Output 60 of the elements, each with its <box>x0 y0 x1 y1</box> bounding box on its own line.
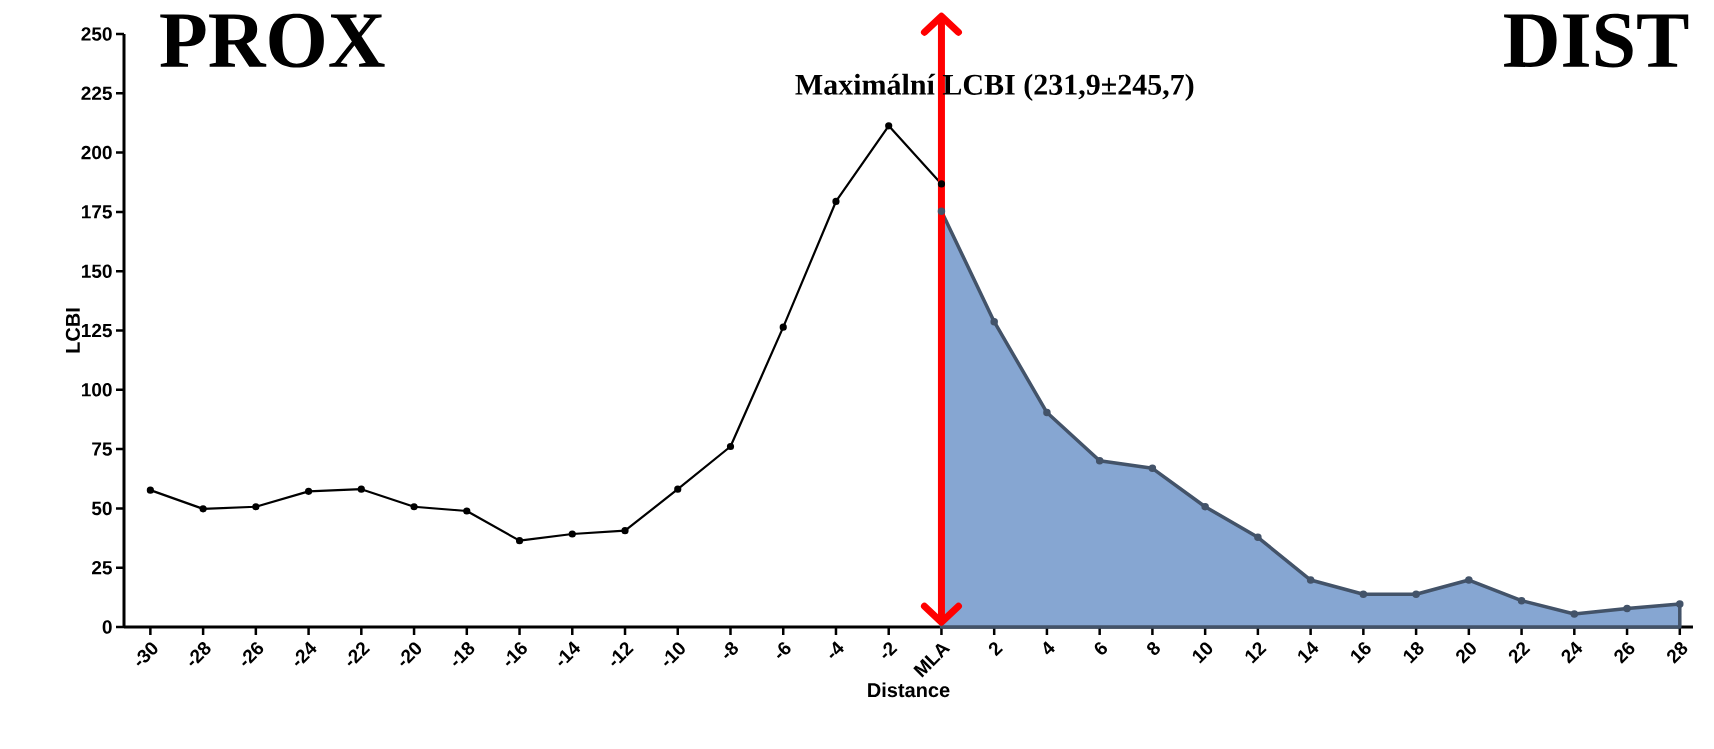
x-tick-label: 2 <box>988 642 1004 657</box>
x-tick-label: 24 <box>1561 641 1583 664</box>
x-tick-label: 22 <box>1508 642 1531 664</box>
point <box>674 485 682 493</box>
y-tick-label: 25 <box>92 560 112 575</box>
y-tick-label: 75 <box>92 442 112 456</box>
x-tick-label: -24 <box>294 641 317 666</box>
x-tick-label: -4 <box>829 641 844 658</box>
x-tick-label: 26 <box>1614 642 1635 664</box>
point <box>621 527 629 535</box>
x-tick-label: 6 <box>1094 642 1108 655</box>
x-tick-label: 12 <box>1245 642 1267 664</box>
y-tick-label: 100 <box>81 383 112 397</box>
x-tick-label: -6 <box>776 642 791 659</box>
x-tick-label: -22 <box>347 642 371 666</box>
x-tick-label: -26 <box>242 642 264 666</box>
point <box>463 507 471 515</box>
x-tick-label: 14 <box>1298 641 1319 664</box>
x-tick-label: -8 <box>724 642 739 659</box>
point <box>832 197 840 206</box>
x-tick-label: -10 <box>663 642 685 666</box>
y-axis-title: LCBI <box>65 308 80 353</box>
x-tick-label: -20 <box>400 642 422 666</box>
y-tick-label: 0 <box>102 620 112 634</box>
y-tick-label: 175 <box>81 205 112 219</box>
point <box>199 505 207 513</box>
x-tick-label: 4 <box>1043 641 1055 655</box>
x-tick-label: -30 <box>136 642 158 666</box>
point <box>146 486 154 494</box>
x-tick-label: -16 <box>505 642 527 666</box>
point <box>410 503 418 511</box>
x-tick-label: 20 <box>1456 642 1476 664</box>
point <box>515 537 524 545</box>
y-tick-label: 250 <box>81 27 112 41</box>
y-tick-label: 150 <box>81 264 112 278</box>
point <box>779 323 787 331</box>
x-tick-label: 28 <box>1667 642 1688 664</box>
x-tick-label: 8 <box>1147 642 1160 655</box>
x-axis-title: Distance <box>868 682 950 698</box>
point <box>304 487 313 495</box>
x-tick-label: 16 <box>1350 642 1371 664</box>
y-tick-label: 200 <box>81 145 112 160</box>
y-tick-label: 225 <box>81 86 112 101</box>
x-tick-label: -2 <box>882 642 898 659</box>
point <box>252 503 260 511</box>
x-tick-label: -28 <box>189 642 211 666</box>
point <box>357 485 365 493</box>
x-tick-label: -18 <box>453 642 475 666</box>
x-tick-label: 10 <box>1192 642 1213 664</box>
x-tick-label: -12 <box>611 642 634 666</box>
x-tick-label: 18 <box>1403 642 1424 664</box>
x-tick-label: -14 <box>558 641 581 666</box>
point <box>885 122 893 130</box>
y-tick-label: 50 <box>91 501 112 516</box>
point <box>937 180 946 188</box>
point <box>568 530 576 538</box>
annotation: DIST <box>1504 13 1689 68</box>
point <box>726 442 735 451</box>
annotation: PROX <box>160 13 385 68</box>
y-tick-label: 125 <box>81 323 112 338</box>
